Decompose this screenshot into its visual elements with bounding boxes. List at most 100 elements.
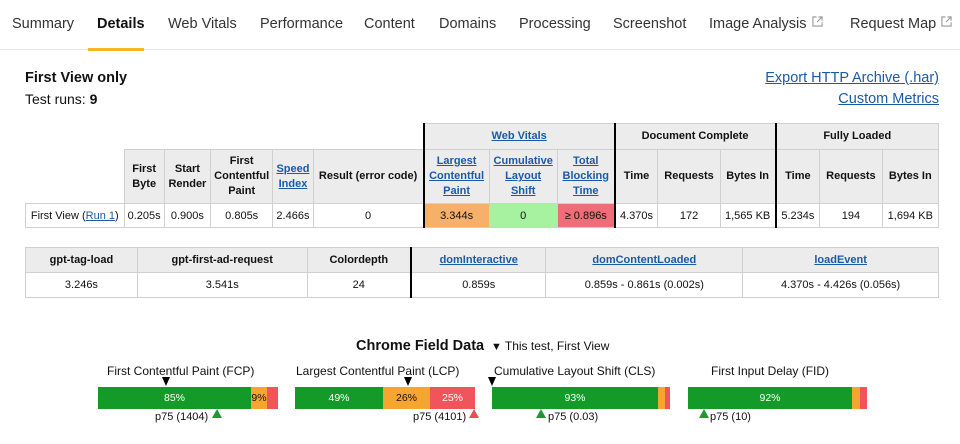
row-label-prefix: First View ( bbox=[30, 209, 86, 222]
table-spacer bbox=[26, 124, 424, 150]
metrics-table: gpt-tag-load gpt-first-ad-request Colord… bbox=[25, 247, 939, 298]
table-row: First View (Run 1) 0.205s 0.900s 0.805s … bbox=[25, 203, 940, 228]
external-link-icon bbox=[811, 16, 823, 27]
cls-bar: 93% bbox=[492, 387, 670, 409]
tbt-link[interactable]: Total Blocking Time bbox=[562, 155, 609, 197]
col-dc-requests: Requests bbox=[657, 149, 721, 204]
fid-label: First Input Delay (FID) bbox=[711, 364, 830, 378]
col-gpt-tag-load: gpt-tag-load bbox=[25, 247, 138, 273]
cell-gpt-first-ad-request: 3.541s bbox=[136, 272, 308, 298]
tab-screenshot[interactable]: Screenshot bbox=[613, 16, 687, 32]
col-speed-index: Speed Index bbox=[272, 149, 314, 204]
tab-bar: Summary Details Web Vitals Performance C… bbox=[0, 0, 960, 51]
tab-request-map[interactable]: Request Map bbox=[850, 16, 952, 32]
cell-result: 0 bbox=[312, 203, 425, 228]
external-link-icon bbox=[941, 16, 952, 27]
cell-dom-content-loaded: 0.859s - 0.861s (0.002s) bbox=[545, 272, 744, 298]
web-vitals-link[interactable]: Web Vitals bbox=[491, 130, 547, 142]
fcp-p75: p75 (1404) bbox=[155, 411, 209, 423]
col-dc-bytes: Bytes In bbox=[719, 149, 777, 204]
dom-content-loaded-link[interactable]: domContentLoaded bbox=[592, 253, 697, 266]
cell-first-byte: 0.205s bbox=[123, 203, 165, 228]
fid-poor-segment bbox=[860, 387, 867, 409]
tab-web-vitals[interactable]: Web Vitals bbox=[168, 16, 237, 32]
summary-table: Web Vitals Document Complete Fully Loade… bbox=[25, 123, 940, 228]
run-1-link[interactable]: Run 1 bbox=[85, 209, 116, 222]
fcp-ni-segment: 9% bbox=[251, 387, 267, 409]
col-fl-bytes: Bytes In bbox=[881, 149, 940, 204]
fid-p75: p75 (10) bbox=[710, 411, 751, 423]
test-runs-label: Test runs: bbox=[25, 91, 86, 107]
cell-tbt: ≥ 0.896s bbox=[556, 203, 616, 228]
lcp-p75-marker bbox=[469, 409, 479, 418]
cell-dc-requests: 172 bbox=[657, 203, 721, 228]
col-colordepth: Colordepth bbox=[306, 247, 412, 273]
lcp-ni-segment: 26% bbox=[383, 387, 430, 409]
custom-metrics-link[interactable]: Custom Metrics bbox=[838, 91, 939, 107]
cell-fl-time: 5.234s bbox=[774, 203, 821, 228]
fcp-label: First Contentful Paint (FCP) bbox=[107, 364, 255, 378]
cell-fcp: 0.805s bbox=[210, 203, 274, 228]
cell-gpt-tag-load: 3.246s bbox=[25, 272, 138, 298]
cell-dc-bytes: 1,565 KB bbox=[719, 203, 777, 228]
test-runs: Test runs: 9 bbox=[25, 91, 97, 107]
col-load-event: loadEvent bbox=[742, 247, 939, 273]
table-spacer bbox=[26, 150, 125, 204]
export-har-link[interactable]: Export HTTP Archive (.har) bbox=[765, 70, 939, 86]
cell-fl-requests: 194 bbox=[819, 203, 883, 228]
document-complete-header: Document Complete bbox=[613, 123, 777, 150]
lcp-test-marker bbox=[404, 377, 412, 386]
cls-good-segment: 93% bbox=[492, 387, 658, 409]
col-start-render: Start Render bbox=[163, 149, 212, 204]
tab-processing[interactable]: Processing bbox=[519, 16, 591, 32]
cell-speed-index: 2.466s bbox=[272, 203, 314, 228]
cell-cls: 0 bbox=[488, 203, 558, 228]
legend-text: This test, First View bbox=[504, 339, 610, 353]
tab-domains[interactable]: Domains bbox=[439, 16, 497, 32]
test-runs-count: 9 bbox=[89, 91, 98, 107]
legend-marker-icon: ▼ bbox=[491, 341, 502, 353]
table-row: 3.246s 3.541s 24 0.859s 0.859s - 0.861s … bbox=[25, 272, 939, 298]
col-result: Result (error code) bbox=[312, 149, 425, 204]
fcp-p75-marker bbox=[212, 409, 222, 418]
tab-request-map-label: Request Map bbox=[850, 16, 937, 32]
col-fl-requests: Requests bbox=[819, 149, 883, 204]
speed-index-link[interactable]: Speed Index bbox=[276, 162, 310, 190]
lcp-link[interactable]: Largest Contentful Paint bbox=[429, 155, 485, 197]
col-tbt: Total Blocking Time bbox=[556, 149, 616, 204]
cls-poor-segment bbox=[665, 387, 670, 409]
fid-bar: 92% bbox=[688, 387, 867, 409]
field-data-legend: ▼ This test, First View bbox=[491, 339, 609, 353]
cls-p75-marker bbox=[536, 409, 546, 418]
cls-link[interactable]: Cumulative Layout Shift bbox=[493, 155, 553, 197]
tab-content[interactable]: Content bbox=[364, 16, 415, 32]
cls-label: Cumulative Layout Shift (CLS) bbox=[494, 364, 656, 378]
cell-colordepth: 24 bbox=[306, 272, 412, 298]
lcp-p75: p75 (4101) bbox=[413, 411, 467, 423]
col-dom-interactive: domInteractive bbox=[410, 247, 547, 273]
tab-image-analysis-label: Image Analysis bbox=[709, 16, 807, 32]
lcp-bar: 49% 26% 25% bbox=[295, 387, 475, 409]
fcp-poor-segment bbox=[267, 387, 278, 409]
dom-interactive-link[interactable]: domInteractive bbox=[439, 253, 518, 266]
col-first-byte: First Byte bbox=[123, 149, 165, 204]
fully-loaded-header: Fully Loaded bbox=[774, 123, 939, 150]
fid-p75-marker bbox=[699, 409, 709, 418]
lcp-poor-segment: 25% bbox=[430, 387, 475, 409]
tab-performance[interactable]: Performance bbox=[260, 16, 344, 32]
tab-image-analysis[interactable]: Image Analysis bbox=[709, 16, 823, 32]
row-label: First View (Run 1) bbox=[25, 203, 125, 228]
col-gpt-first-ad-request: gpt-first-ad-request bbox=[136, 247, 308, 273]
cell-start-render: 0.900s bbox=[163, 203, 212, 228]
web-vitals-group-header: Web Vitals bbox=[422, 123, 616, 150]
lcp-label: Largest Contentful Paint (LCP) bbox=[296, 364, 460, 378]
col-cls: Cumulative Layout Shift bbox=[488, 149, 558, 204]
tab-summary[interactable]: Summary bbox=[12, 16, 75, 32]
fcp-test-marker bbox=[162, 377, 170, 386]
tab-details[interactable]: Details bbox=[97, 16, 145, 32]
cls-test-marker bbox=[488, 377, 496, 386]
col-lcp: Largest Contentful Paint bbox=[422, 149, 490, 204]
field-data-title: Chrome Field Data bbox=[356, 338, 485, 354]
page-title: First View only bbox=[25, 70, 128, 86]
load-event-link[interactable]: loadEvent bbox=[814, 253, 867, 266]
